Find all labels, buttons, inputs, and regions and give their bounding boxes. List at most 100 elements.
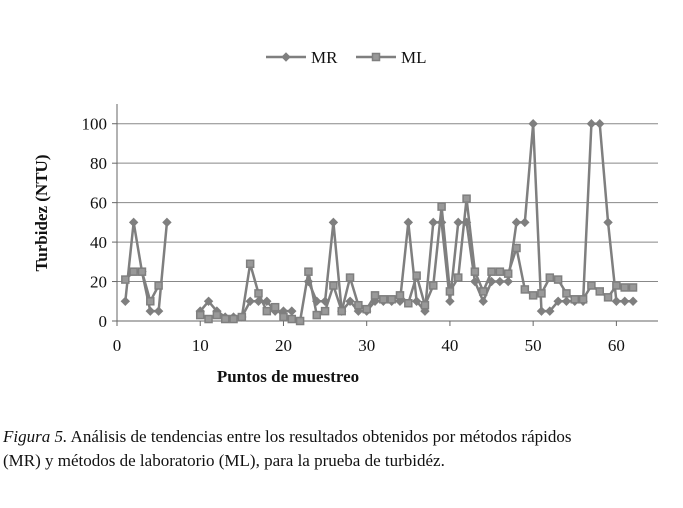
- marker: [262, 306, 272, 316]
- marker: [495, 267, 505, 276]
- marker: [162, 217, 172, 228]
- marker: [121, 275, 130, 284]
- marker: [353, 306, 364, 316]
- marker: [428, 217, 438, 228]
- y-tick-label: 20: [90, 273, 107, 292]
- marker: [595, 287, 604, 296]
- x-tick-label: 40: [441, 336, 458, 355]
- marker: [304, 267, 313, 276]
- legend-marker: [281, 52, 291, 62]
- marker: [345, 273, 355, 282]
- legend-label: ML: [401, 48, 427, 67]
- y-tick-label: 80: [90, 154, 107, 173]
- marker: [137, 267, 147, 276]
- marker: [354, 300, 363, 310]
- marker: [204, 314, 213, 324]
- marker: [478, 296, 488, 306]
- marker: [312, 310, 322, 320]
- marker: [404, 298, 413, 308]
- legend-label: MR: [311, 48, 338, 67]
- x-tick-label: 30: [358, 336, 375, 355]
- marker: [411, 296, 422, 306]
- marker: [120, 296, 131, 306]
- x-tick-label: 60: [608, 336, 625, 355]
- caption-label: Figura 5.: [2, 427, 67, 446]
- marker: [229, 314, 238, 324]
- marker: [561, 296, 572, 306]
- marker: [395, 291, 405, 300]
- marker: [520, 285, 530, 294]
- marker: [153, 306, 164, 316]
- marker: [328, 217, 339, 228]
- marker: [611, 296, 622, 306]
- y-tick-label: 100: [82, 115, 108, 134]
- marker: [195, 310, 205, 320]
- marker: [262, 296, 272, 306]
- marker: [245, 259, 255, 269]
- marker: [203, 296, 214, 306]
- marker: [511, 217, 522, 228]
- marker: [503, 269, 513, 278]
- marker: [212, 310, 222, 320]
- marker: [220, 314, 230, 324]
- marker: [129, 267, 138, 276]
- marker: [495, 276, 505, 287]
- series-line: [124, 270, 160, 305]
- marker: [603, 293, 613, 302]
- marker: [578, 295, 588, 304]
- caption: Figura 5. Análisis de tendencias entre l…: [2, 427, 571, 446]
- marker: [470, 267, 480, 276]
- marker: [595, 119, 605, 129]
- marker: [370, 291, 380, 300]
- marker: [553, 275, 563, 284]
- marker: [420, 300, 430, 310]
- marker: [553, 296, 563, 306]
- marker: [362, 304, 371, 314]
- marker: [562, 289, 571, 298]
- marker: [620, 296, 630, 306]
- marker: [295, 316, 305, 326]
- marker: [453, 217, 463, 228]
- marker: [628, 283, 638, 292]
- marker: [528, 119, 538, 129]
- marker: [245, 296, 255, 306]
- marker: [387, 295, 396, 304]
- legend-marker: [371, 52, 381, 62]
- marker: [587, 281, 596, 290]
- marker: [412, 271, 421, 280]
- marker: [320, 306, 330, 316]
- marker: [146, 297, 155, 306]
- x-axis-label: Puntos de muestreo: [217, 367, 359, 386]
- marker: [520, 217, 530, 228]
- marker: [445, 296, 455, 306]
- marker: [453, 273, 463, 282]
- marker: [287, 314, 297, 324]
- marker: [603, 217, 613, 228]
- marker: [420, 306, 430, 316]
- marker: [337, 306, 346, 316]
- marker: [612, 281, 621, 290]
- marker: [570, 295, 580, 304]
- marker: [237, 312, 247, 322]
- marker: [545, 273, 555, 282]
- marker: [487, 267, 496, 276]
- marker: [445, 287, 455, 296]
- marker: [154, 281, 163, 290]
- series-line: [124, 222, 169, 313]
- x-tick-label: 10: [192, 336, 209, 355]
- marker: [536, 306, 547, 316]
- caption: (MR) y métodos de laboratorio (ML), para…: [3, 451, 445, 470]
- marker: [512, 243, 521, 253]
- marker: [620, 283, 629, 292]
- marker: [270, 302, 280, 312]
- marker: [628, 296, 638, 306]
- x-tick-label: 50: [525, 336, 542, 355]
- marker: [403, 217, 414, 228]
- marker: [545, 306, 555, 316]
- marker: [503, 276, 513, 287]
- y-tick-label: 40: [90, 233, 107, 252]
- series-line: [307, 122, 634, 315]
- marker: [478, 287, 488, 296]
- marker: [462, 194, 471, 203]
